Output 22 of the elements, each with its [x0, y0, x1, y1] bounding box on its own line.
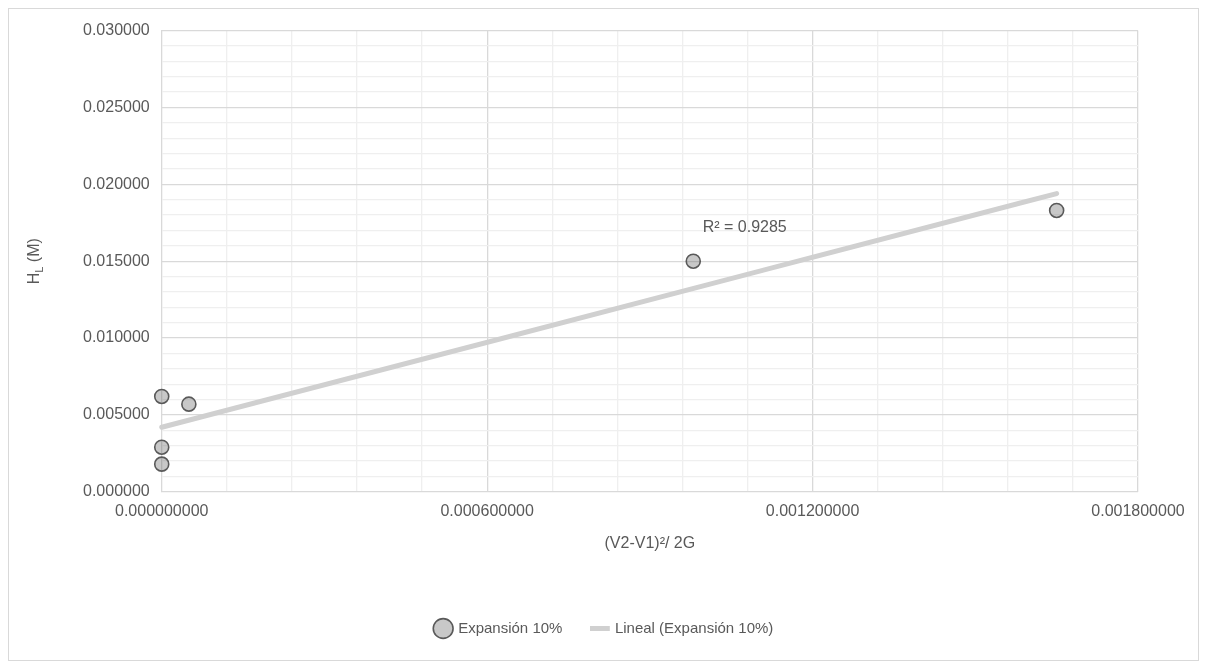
point	[153, 439, 170, 456]
x-axis-title: (V2-V1)²/ 2G	[604, 534, 696, 552]
y-tick-label: 0.020000	[83, 174, 150, 192]
x-tick-label: 0.000000000	[115, 501, 209, 519]
y-tick-label: 0.010000	[83, 328, 150, 346]
point	[153, 456, 170, 472]
y-axis-title: HL (M)	[25, 238, 46, 285]
x-tick-label: 0.001800000	[1091, 501, 1185, 519]
y-tick-label: 0.030000	[83, 21, 150, 39]
y-tick-label: 0.005000	[83, 405, 150, 423]
x-tick-label: 0.001200000	[765, 501, 860, 519]
point	[685, 253, 702, 269]
point	[181, 396, 197, 412]
x-tick-label: 0.000600000	[440, 501, 534, 519]
y-tick-label: 0.015000	[83, 251, 150, 269]
point	[153, 388, 170, 405]
point	[1048, 202, 1065, 219]
annotation: R² = 0.9285	[702, 217, 787, 235]
y-tick-label: 0.000000	[83, 482, 150, 500]
y-tick-label: 0.025000	[83, 97, 150, 115]
legend-label: Lineal (Expansión 10%)	[614, 618, 774, 636]
legend-label: Expansión 10%	[458, 618, 563, 636]
